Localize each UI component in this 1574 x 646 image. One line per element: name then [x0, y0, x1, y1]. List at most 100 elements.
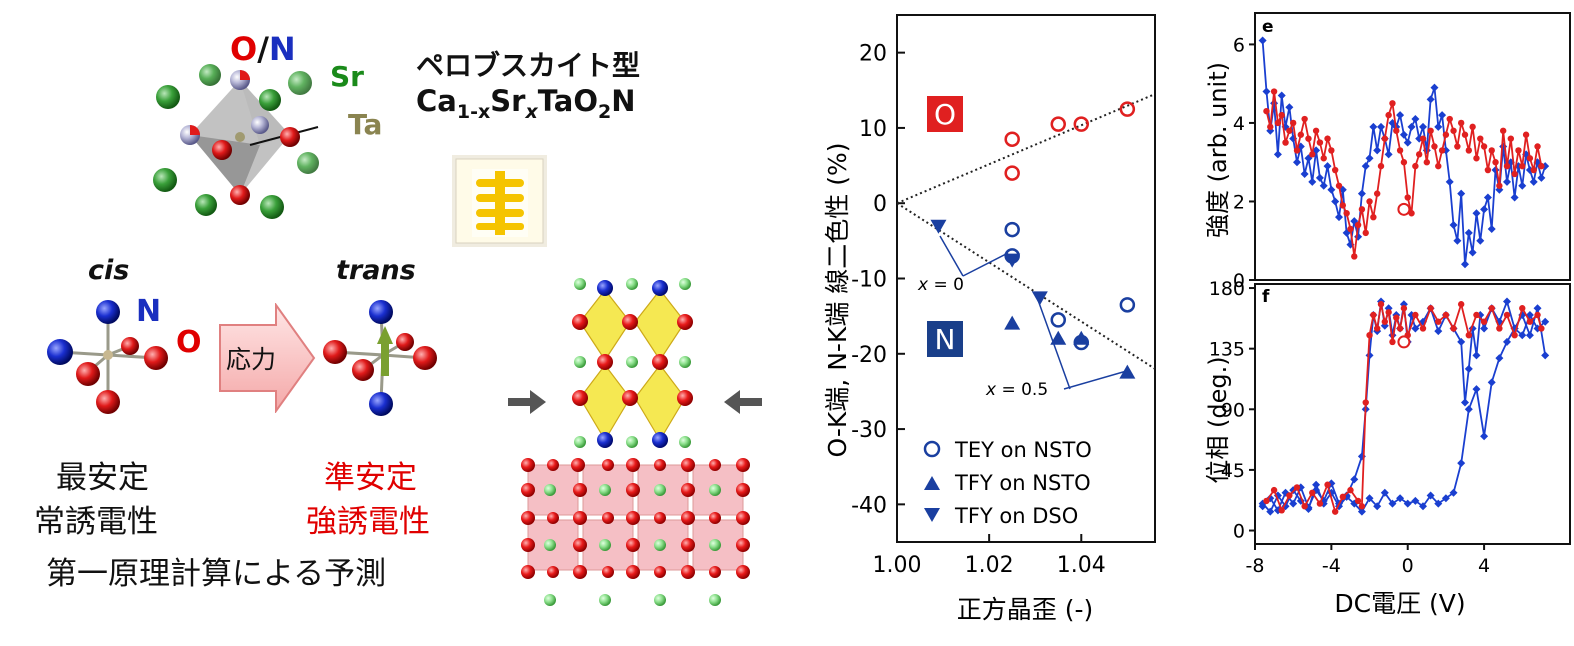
data-point-diamond [1304, 154, 1313, 163]
data-point-dot [1400, 159, 1408, 166]
cis-label: cis [88, 255, 130, 286]
data-point-dot [1438, 147, 1446, 154]
data-point-dot [1385, 309, 1392, 316]
data-point-diamond [1411, 115, 1420, 124]
data-point-diamond [1518, 331, 1527, 340]
legend-tfy-dso: TFY on DSO [954, 504, 1078, 528]
formula: Ca1-xSrxTaO2N [416, 84, 635, 123]
data-point-diamond [1457, 337, 1466, 346]
data-point-dot [1473, 311, 1480, 319]
y-axis-ticks: 20 10 0 -10 -20 -30 -40 [851, 42, 905, 518]
y-tick-label: 6 [1233, 34, 1245, 56]
data-point-dot [1373, 190, 1381, 197]
formula-subx: x [525, 100, 538, 123]
y-tick-label: 45 [1221, 460, 1245, 482]
data-point-dot [1335, 182, 1343, 189]
data-point-diamond [1403, 499, 1412, 508]
data-point-diamond [1483, 193, 1492, 202]
data-point-dot [1511, 170, 1518, 178]
data-point-diamond [1430, 83, 1439, 92]
data-point-dot [1457, 301, 1465, 308]
data-point-diamond [1361, 162, 1370, 171]
data-point-dot [1393, 314, 1400, 321]
x-axis-label: 正方晶歪 (-) [957, 595, 1093, 624]
data-point-diamond [1434, 327, 1443, 336]
data-point-dot [1312, 127, 1320, 134]
data-point-diamond [1472, 209, 1481, 218]
annot-x0-var: x [917, 275, 929, 295]
data-point-diamond [1308, 177, 1317, 186]
data-point-diamond [1396, 494, 1405, 503]
data-point-dot [1457, 119, 1465, 127]
data-point-dot [1381, 318, 1389, 325]
data-point-diamond [1319, 181, 1328, 190]
annotation-x0: x = 0 [917, 235, 1009, 295]
data-point-diamond [1411, 496, 1420, 505]
data-point-diamond [1293, 158, 1301, 167]
data-point-dot [1263, 107, 1270, 115]
annot-x0-val: = 0 [928, 275, 964, 295]
data-point-dot [1289, 119, 1297, 127]
dichroism-scatter-chart: 20 10 0 -10 -20 -30 -40 1.00 1.02 1.04 O N x = 0… [823, 14, 1156, 624]
data-point-dot [1522, 131, 1530, 138]
stress-arrow-icon [219, 303, 316, 413]
data-point-diamond [1503, 297, 1511, 306]
metastable-line2: 強誘電性 [306, 504, 430, 540]
data-point-diamond [1354, 232, 1363, 241]
data-point-dot [1301, 115, 1308, 123]
data-point-dot [1297, 131, 1305, 138]
data-point-dot [1316, 139, 1324, 146]
data-point-dot [1293, 484, 1301, 491]
data-point-diamond [1357, 189, 1366, 198]
data-point-dot [1534, 143, 1541, 150]
data-point-dot [1354, 497, 1362, 505]
data-point-diamond [1472, 385, 1481, 394]
data-point-dot [1515, 147, 1522, 154]
data-point-dot [1419, 325, 1427, 332]
crystal-panel: O/N Sr Ta ペロブスカイト型 Ca1-xSrxTaO2N cis tra… [34, 30, 762, 606]
sample-photo-icon [452, 155, 547, 247]
data-point-diamond [1453, 236, 1462, 245]
data-point-diamond [1373, 502, 1382, 511]
data-point-diamond [1495, 354, 1504, 363]
data-point-dot [1488, 147, 1495, 154]
box-n [927, 321, 963, 357]
legend: TEY on NSTO TFY on NSTO TFY on DSO [923, 438, 1092, 528]
data-point-diamond [1419, 502, 1427, 511]
data-point-diamond [1312, 480, 1321, 489]
data-point-circle [1119, 297, 1136, 313]
data-point-diamond [1537, 173, 1546, 182]
data-point-dot [1324, 481, 1331, 488]
o-label-cis: O [176, 325, 202, 360]
data-point-dot [1362, 229, 1369, 237]
data-point-diamond [1342, 492, 1351, 501]
data-point-triangle-down [1031, 291, 1048, 306]
data-point-dot [1286, 127, 1293, 134]
data-point-dot [1278, 507, 1285, 514]
data-point-diamond [1533, 304, 1542, 313]
formula-n: N [611, 84, 636, 118]
data-point-diamond [1270, 99, 1279, 108]
y-tick-label: 0 [873, 192, 887, 217]
data-point-dot [1282, 139, 1289, 146]
data-point-dot [1316, 500, 1324, 507]
data-point-diamond [1438, 111, 1447, 120]
data-point-dot [1423, 159, 1431, 166]
data-point-triangle-up [1119, 364, 1136, 379]
data-point-diamond [1503, 177, 1511, 186]
data-point-dot [1263, 497, 1270, 505]
data-point-diamond [1403, 138, 1412, 147]
data-point-diamond [1266, 494, 1275, 503]
trend-line [896, 93, 1156, 205]
data-point-dot [1370, 311, 1377, 319]
legend-tey: TEY on NSTO [954, 438, 1092, 462]
data-point-diamond [1480, 324, 1489, 333]
data-point-diamond [1380, 488, 1389, 497]
data-point-dot [1366, 331, 1373, 339]
panel-e-series [1258, 36, 1550, 269]
data-point-diamond [1472, 351, 1481, 360]
data-point-dot [1370, 213, 1377, 221]
panel-e-y-ticks: 0 2 4 6 [1233, 34, 1255, 292]
data-point-diamond [1300, 169, 1309, 178]
perovskite-title: ペロブスカイト型 [416, 49, 641, 82]
